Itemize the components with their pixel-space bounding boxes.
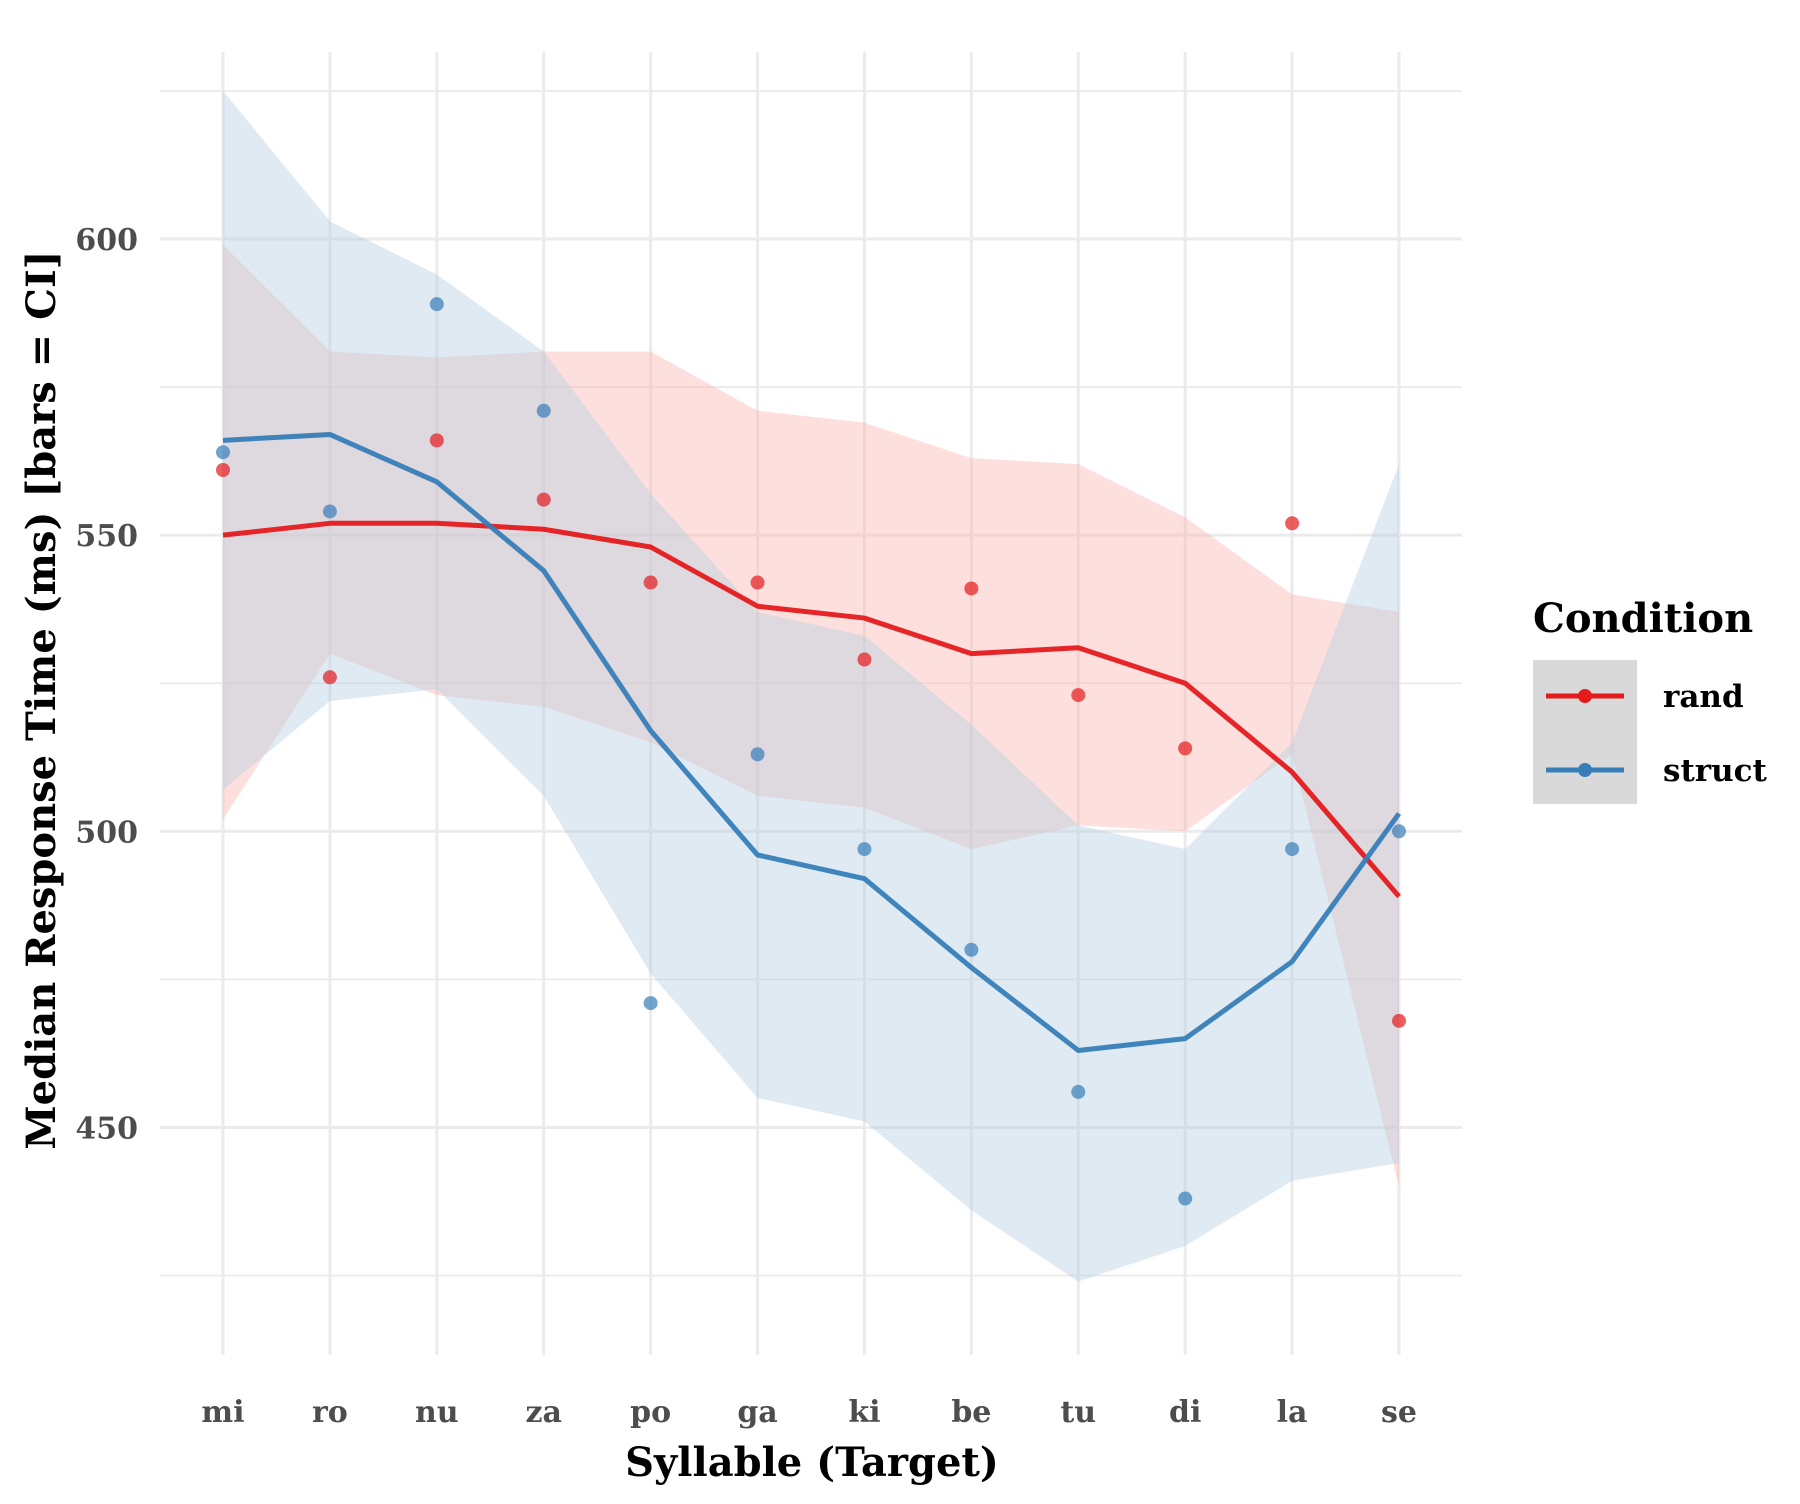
x-tick-label-za: za (525, 1395, 561, 1430)
fit-line-layer (222, 431, 1402, 1053)
point-rand-la (1285, 516, 1300, 531)
point-rand-ro (322, 670, 337, 685)
point-struct-di (1178, 1191, 1193, 1206)
point-rand-nu (429, 433, 444, 448)
y-tick-label-500: 500 (75, 815, 138, 850)
point-struct-tu (1071, 1084, 1086, 1099)
legend-point-rand (1578, 689, 1592, 703)
legend: Condition rand struct (1533, 595, 1768, 804)
y-axis-title: Median Response Time (ms) [bars = CI] (18, 250, 65, 1149)
point-rand-po (643, 575, 658, 590)
point-rand-di (1178, 741, 1193, 756)
point-struct-po (643, 996, 658, 1011)
point-rand-ga (750, 575, 765, 590)
point-struct-ro (322, 504, 337, 519)
point-struct-mi (216, 445, 230, 460)
legend-label-struct: struct (1663, 753, 1768, 789)
point-rand-mi (216, 463, 230, 477)
point-struct-la (1285, 842, 1300, 857)
x-tick-label-tu: tu (1060, 1395, 1096, 1430)
x-tick-label-ga: ga (737, 1395, 777, 1430)
legend-title: Condition (1533, 595, 1753, 642)
tick-label-layer: mi ro nu za po ga ki be tu di la se 450 500 550 600 (75, 223, 1417, 1430)
point-struct-nu (429, 297, 444, 312)
ci-ribbon-layer (223, 90, 1399, 1282)
legend-key-background (1533, 660, 1637, 804)
point-struct-be (964, 942, 979, 957)
point-rand-za (536, 492, 551, 507)
point-rand-ki (857, 652, 872, 667)
fit-line-struct (222, 431, 1402, 1053)
point-struct-se (1392, 824, 1406, 839)
point-struct-ki (857, 842, 872, 857)
x-tick-label-la: la (1277, 1395, 1308, 1430)
x-tick-label-se: se (1381, 1395, 1417, 1430)
point-rand-tu (1071, 688, 1086, 703)
x-tick-label-ro: ro (312, 1395, 348, 1430)
x-tick-label-di: di (1169, 1395, 1201, 1430)
x-tick-label-po: po (630, 1395, 671, 1430)
ci-ribbon-rand (223, 244, 1399, 1187)
y-tick-label-550: 550 (75, 519, 138, 554)
legend-label-rand: rand (1663, 679, 1744, 715)
point-rand-be (964, 581, 979, 596)
y-tick-label-600: 600 (75, 223, 138, 258)
x-tick-label-ki: ki (848, 1395, 880, 1430)
x-tick-label-be: be (951, 1395, 991, 1430)
x-tick-label-mi: mi (201, 1395, 244, 1430)
fit-line-rand (222, 520, 1401, 899)
y-tick-label-450: 450 (75, 1111, 138, 1146)
legend-items: rand struct (1546, 679, 1768, 789)
point-struct-ga (750, 747, 765, 762)
ci-ribbon-struct (223, 90, 1399, 1282)
x-tick-label-nu: nu (415, 1395, 459, 1430)
point-layer (216, 297, 1406, 1206)
legend-point-struct (1578, 763, 1592, 777)
point-struct-za (536, 403, 551, 418)
x-axis-title: Syllable (Target) (625, 1439, 999, 1486)
point-rand-se (1392, 1013, 1406, 1028)
grid-layer (160, 52, 1462, 1355)
